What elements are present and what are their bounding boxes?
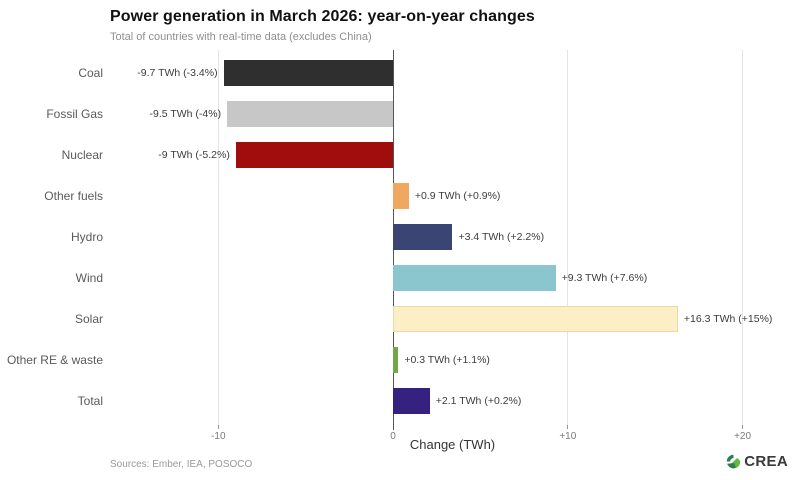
gridline--10 [217,50,219,425]
crea-wordmark: CREA [744,453,788,470]
x-tick-label: 0 [390,431,396,442]
bar-value-other-fuels: +0.9 TWh (+0.9%) [414,190,501,202]
bar-value-other-re-waste: +0.3 TWh (+1.1%) [404,354,490,366]
x-tick-label: -10 [211,431,226,442]
sources-note: Sources: Ember, IEA, POSOCO [110,459,253,470]
category-label-other-fuels: Other fuels [44,189,103,203]
bar-value-coal: -9.7 TWh (-3.4%) [137,67,218,79]
category-label-coal: Coal [78,66,103,80]
crea-leaf-icon [726,454,741,469]
x-tick-label: +20 [734,431,752,442]
crea-leaf-dark [727,454,734,462]
category-label-other-re-waste: Other RE & waste [6,353,103,367]
tick-mark--10 [217,425,219,429]
category-label-hydro: Hydro [70,230,103,244]
bar-value-nuclear: -9 TWh (-5.2%) [158,149,230,161]
tick-mark-+20 [742,425,744,429]
bar-value-hydro: +3.4 TWh (+2.2%) [458,231,545,243]
bar-other-fuels [393,183,409,209]
chart-area: -10 0 +10 +20 -9.7 TWh (-3.4%) -9.5 TWh (-4%)… [0,50,800,442]
bar-value-fossil-gas: -9.5 TWh (-4%) [149,108,222,120]
plot-area: -10 0 +10 +20 -9.7 TWh (-3.4%) -9.5 TWh (-4%)… [110,50,795,442]
category-label-fossil-gas: Fossil Gas [46,107,103,121]
bar-solar [393,306,678,332]
category-label-wind: Wind [75,271,103,285]
bar-other-re-waste [393,347,399,373]
gridline-+20 [742,50,744,425]
bar-value-wind: +9.3 TWh (+7.6%) [561,272,648,284]
chart-subtitle: Total of countries with real-time data (… [110,31,372,43]
bar-hydro [393,224,453,250]
bar-value-total: +2.1 TWh (+0.2%) [435,395,522,407]
bar-nuclear [235,142,394,168]
category-label-nuclear: Nuclear [61,148,103,162]
crea-logo: CREA [726,453,788,470]
tick-mark-+10 [567,425,569,429]
bar-value-solar: +16.3 TWh (+15%) [683,313,773,325]
bar-coal [223,60,394,86]
chart-title: Power generation in March 2026: year-on-… [110,8,535,25]
x-tick-label: +10 [559,431,577,442]
crea-leaf-mid [727,463,737,469]
bar-wind [393,265,556,291]
x-axis-label: Change (TWh) [409,437,496,452]
category-label-total: Total [77,394,103,408]
gridline-+10 [567,50,569,425]
bar-total [393,388,430,414]
bar-fossil-gas [227,101,394,127]
category-label-solar: Solar [74,312,103,326]
